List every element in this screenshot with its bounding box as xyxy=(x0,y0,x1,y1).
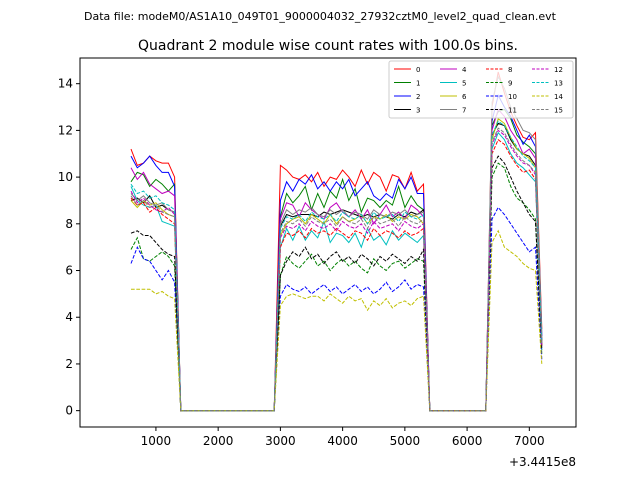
y-tick-label: 8 xyxy=(65,217,73,231)
series-lines xyxy=(130,71,543,412)
legend-label-11: 11 xyxy=(508,107,517,115)
y-tick-label: 12 xyxy=(58,123,73,137)
y-axis: 0 2 4 6 8 10 12 14 xyxy=(58,77,80,418)
legend-label-8: 8 xyxy=(508,66,512,74)
series-line-11 xyxy=(130,155,543,412)
legend-label-2: 2 xyxy=(416,93,420,101)
series-line-10 xyxy=(130,206,543,412)
legend-label-14: 14 xyxy=(554,93,563,101)
x-tick-label: 6000 xyxy=(452,434,483,448)
x-tick-label: 1000 xyxy=(141,434,172,448)
y-tick-label: 14 xyxy=(58,77,73,91)
y-tick-label: 0 xyxy=(65,404,73,418)
legend-label-6: 6 xyxy=(462,93,467,101)
legend-label-10: 10 xyxy=(508,93,517,101)
series-line-15 xyxy=(130,127,543,412)
legend-label-3: 3 xyxy=(416,107,420,115)
chart-title: Quadrant 2 module wise count rates with … xyxy=(138,38,518,54)
x-tick-label: 5000 xyxy=(390,434,421,448)
y-tick-label: 4 xyxy=(65,310,73,324)
legend-label-7: 7 xyxy=(462,107,466,115)
x-tick-label: 7000 xyxy=(514,434,545,448)
legend-box xyxy=(388,60,574,119)
y-tick-label: 6 xyxy=(65,264,73,278)
legend-label-9: 9 xyxy=(508,80,512,88)
legend-label-13: 13 xyxy=(554,80,563,88)
plot-frame xyxy=(79,57,577,428)
x-tick-label: 3000 xyxy=(265,434,296,448)
suptitle: Data file: modeM0/AS1A10_049T01_90000040… xyxy=(84,10,557,23)
legend-label-1: 1 xyxy=(416,80,420,88)
legend-label-4: 4 xyxy=(462,66,467,74)
y-tick-label: 10 xyxy=(58,170,73,184)
x-tick-label: 4000 xyxy=(327,434,358,448)
legend-label-5: 5 xyxy=(462,80,466,88)
x-tick-label: 2000 xyxy=(203,434,234,448)
y-tick-label: 2 xyxy=(65,357,73,371)
x-axis: 1000 2000 3000 4000 5000 6000 7000 xyxy=(141,427,545,448)
legend-label-0: 0 xyxy=(416,66,420,74)
legend-label-15: 15 xyxy=(554,107,563,115)
x-offset-label: +3.4415e8 xyxy=(509,455,576,469)
legend-label-12: 12 xyxy=(554,66,563,74)
